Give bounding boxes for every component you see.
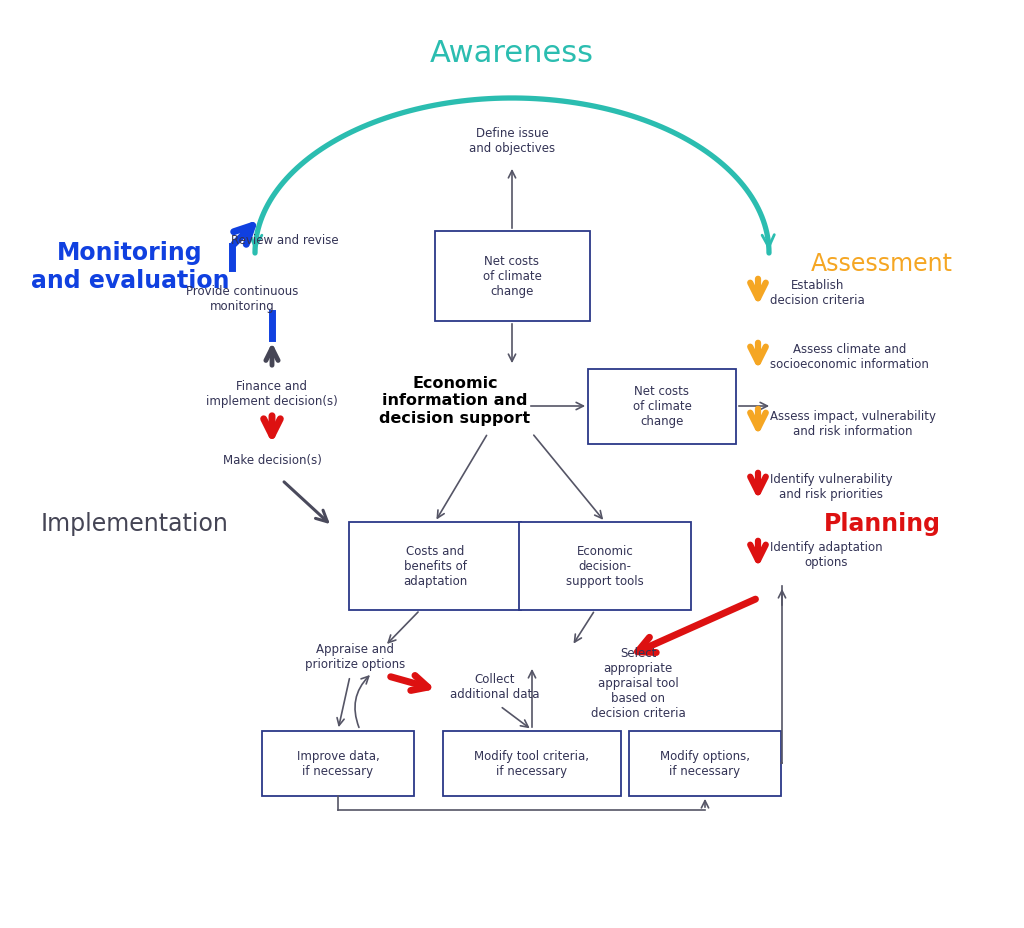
FancyBboxPatch shape [349,522,521,611]
Text: Appraise and
prioritize options: Appraise and prioritize options [305,642,406,670]
FancyBboxPatch shape [588,369,736,444]
Text: Select
appropriate
appraisal tool
based on
decision criteria: Select appropriate appraisal tool based … [591,647,685,720]
Text: Identify adaptation
options: Identify adaptation options [770,540,883,568]
Text: Implementation: Implementation [41,511,229,535]
FancyBboxPatch shape [434,232,590,322]
Text: Modify options,
if necessary: Modify options, if necessary [660,749,750,777]
Text: Economic
decision-
support tools: Economic decision- support tools [566,545,644,587]
Text: Make decision(s): Make decision(s) [222,454,322,467]
FancyBboxPatch shape [629,730,781,795]
Text: Modify tool criteria,
if necessary: Modify tool criteria, if necessary [474,749,590,777]
Text: Assess impact, vulnerability
and risk information: Assess impact, vulnerability and risk in… [770,409,936,437]
Text: Identify vulnerability
and risk priorities: Identify vulnerability and risk prioriti… [770,472,893,500]
Text: Net costs
of climate
change: Net costs of climate change [633,385,691,428]
Text: Planning: Planning [823,511,940,535]
Text: Establish
decision criteria: Establish decision criteria [770,278,864,306]
FancyBboxPatch shape [519,522,691,611]
Text: Assess climate and
socioeconomic information: Assess climate and socioeconomic informa… [770,342,929,370]
Text: Improve data,
if necessary: Improve data, if necessary [297,749,379,777]
Text: Review and revise: Review and revise [231,234,339,247]
Text: Define issue
and objectives: Define issue and objectives [469,127,555,155]
Text: Monitoring
and evaluation: Monitoring and evaluation [31,241,229,292]
Text: Economic
information and
decision support: Economic information and decision suppor… [380,376,530,425]
Text: Collect
additional data: Collect additional data [451,672,540,701]
Text: Awareness: Awareness [430,40,594,69]
Text: Provide continuous
monitoring: Provide continuous monitoring [185,285,298,313]
FancyBboxPatch shape [443,730,621,795]
Text: Finance and
implement decision(s): Finance and implement decision(s) [206,380,338,407]
Text: Assessment: Assessment [811,251,953,276]
Text: Costs and
benefits of
adaptation: Costs and benefits of adaptation [402,545,467,587]
FancyBboxPatch shape [262,730,414,795]
Text: Net costs
of climate
change: Net costs of climate change [482,255,542,298]
